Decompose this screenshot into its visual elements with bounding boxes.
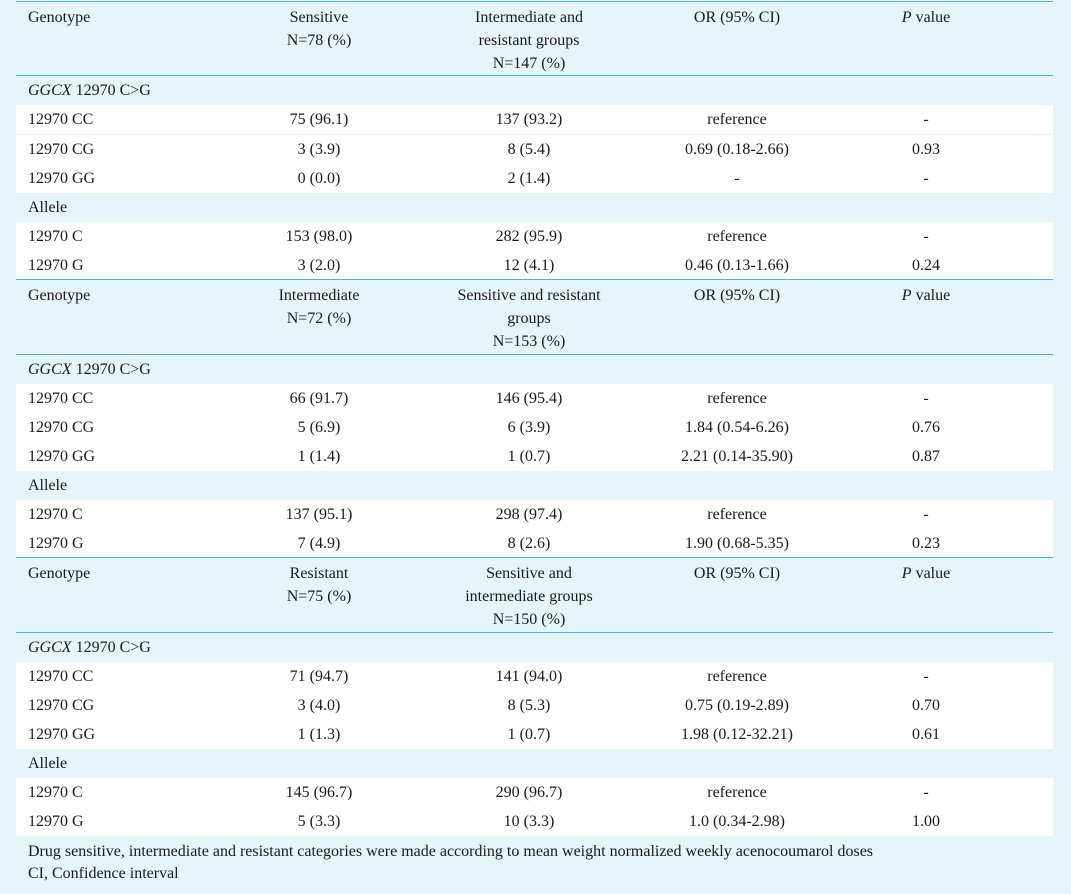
table-row: 12970 G 5 (3.3) 10 (3.3) 1.0 (0.34-2.98)…: [16, 807, 1053, 836]
table-row: 12970 CC 75 (96.1) 137 (93.2) reference …: [16, 105, 1053, 134]
section-divider-rule: [16, 279, 1053, 280]
allele-row: Allele: [28, 755, 68, 772]
table-footnote: CI, Confidence interval: [28, 865, 179, 882]
header-group-b: Sensitive and resistant groups N=153 (%): [457, 287, 601, 350]
table-row: 12970 C 145 (96.7) 290 (96.7) reference …: [16, 778, 1053, 807]
header-or: OR (95% CI): [693, 9, 781, 26]
header-genotype: Genotype: [28, 9, 91, 26]
section-3-header: Genotype Resistant N=75 (%) Sensitive an…: [16, 557, 1053, 631]
header-group-b: Sensitive and intermediate groups N=150 …: [465, 565, 593, 628]
table-row: 12970 CG 3 (4.0) 8 (5.3) 0.75 (0.19-2.89…: [16, 691, 1053, 720]
section-1-header-rule: [16, 75, 1053, 76]
table-row: 12970 GG 1 (1.4) 1 (0.7) 2.21 (0.14-35.9…: [16, 442, 1053, 471]
gene-row: GGCX 12970 C>G: [28, 639, 151, 656]
header-or: OR (95% CI): [693, 287, 781, 304]
header-or: OR (95% CI): [693, 565, 781, 582]
table-row: 12970 CG 3 (3.9) 8 (5.4) 0.69 (0.18-2.66…: [16, 135, 1053, 164]
table-top-rule: [16, 1, 1053, 2]
section-3-header-rule: [16, 632, 1053, 633]
header-pvalue: P value: [901, 565, 951, 582]
table-row: 12970 CG 5 (6.9) 6 (3.9) 1.84 (0.54-6.26…: [16, 413, 1053, 442]
table-row: 12970 G 7 (4.9) 8 (2.6) 1.90 (0.68-5.35)…: [16, 529, 1053, 558]
table-row: 12970 C 137 (95.1) 298 (97.4) reference …: [16, 500, 1053, 529]
table-row: 12970 CC 66 (91.7) 146 (95.4) reference …: [16, 384, 1053, 413]
gene-row: GGCX 12970 C>G: [28, 361, 151, 378]
header-group-a: Sensitive N=78 (%): [286, 9, 352, 49]
table-row: 12970 GG 1 (1.3) 1 (0.7) 1.98 (0.12-32.2…: [16, 720, 1053, 749]
header-genotype: Genotype: [28, 565, 91, 582]
header-pvalue: P value: [901, 9, 951, 26]
section-2-header-rule: [16, 354, 1053, 355]
section-divider-rule: [16, 557, 1053, 558]
header-pvalue: P value: [901, 287, 951, 304]
table-footnote: Drug sensitive, intermediate and resista…: [28, 843, 874, 860]
table-row: 12970 C 153 (98.0) 282 (95.9) reference …: [16, 222, 1053, 251]
header-group-b: Intermediate and resistant groups N=147 …: [475, 9, 583, 72]
allele-row: Allele: [28, 199, 68, 216]
table-row: 12970 G 3 (2.0) 12 (4.1) 0.46 (0.13-1.66…: [16, 251, 1053, 280]
section-2-header: Genotype Intermediate N=72 (%) Sensitive…: [16, 279, 1053, 353]
allele-row: Allele: [28, 477, 68, 494]
gene-row: GGCX 12970 C>G: [28, 82, 151, 99]
table-row: 12970 CC 71 (94.7) 141 (94.0) reference …: [16, 662, 1053, 691]
header-genotype: Genotype: [28, 287, 91, 304]
table-row: 12970 GG 0 (0.0) 2 (1.4) - -: [16, 164, 1053, 193]
header-group-a: Intermediate N=72 (%): [278, 287, 360, 327]
section-1-header: Genotype Sensitive N=78 (%) Intermediate…: [16, 1, 1053, 75]
header-group-a: Resistant N=75 (%): [286, 565, 352, 605]
